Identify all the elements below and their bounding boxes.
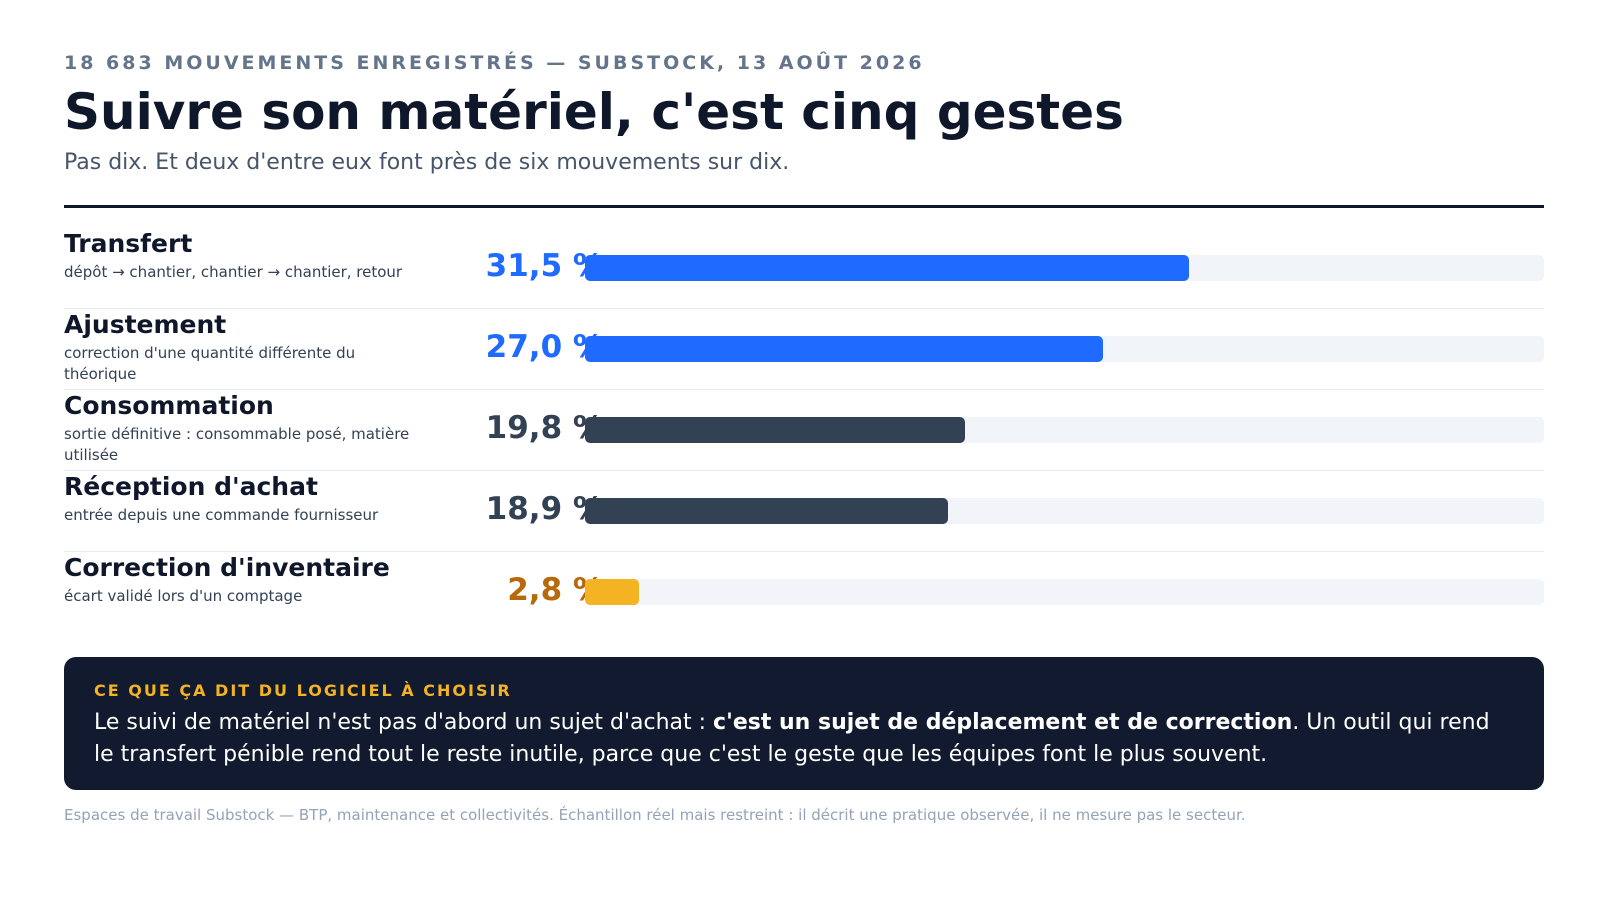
category-description: entrée depuis une commande fournisseur bbox=[64, 506, 379, 524]
bar-track bbox=[585, 336, 1544, 362]
bar bbox=[585, 579, 639, 605]
insight-text-after: . Un outil qui rend le transfert pénible… bbox=[94, 710, 1490, 767]
category-description: correction d'une quantité différente du … bbox=[64, 344, 356, 383]
chart-row: Correction d'inventaire écart validé lors… bbox=[64, 552, 1544, 632]
bar bbox=[585, 255, 1190, 281]
bar bbox=[585, 498, 948, 524]
bar-chart: Transfert dépôt → chantier, chantier → ch… bbox=[64, 228, 1544, 632]
page-subtitle: Pas dix. Et deux d'entre eux font près d… bbox=[64, 150, 790, 175]
category-label: Consommation bbox=[64, 391, 274, 420]
insight-text-bold: c'est un sujet de déplacement et de corr… bbox=[713, 710, 1293, 735]
value-label: 18,9 % bbox=[485, 491, 604, 527]
chart-row: Consommation sortie définitive : consomma… bbox=[64, 390, 1544, 471]
insight-text: Le suivi de matériel n'est pas d'abord u… bbox=[94, 707, 1514, 771]
category-label: Ajustement bbox=[64, 310, 227, 339]
page-title: Suivre son matériel, c'est cinq gestes bbox=[64, 83, 1124, 141]
header-divider bbox=[64, 205, 1544, 208]
bar-track bbox=[585, 417, 1544, 443]
value-label: 31,5 % bbox=[485, 248, 604, 284]
row-label-block: Consommation sortie définitive : consomma… bbox=[64, 390, 414, 466]
value-label: 19,8 % bbox=[485, 410, 604, 446]
row-label-block: Réception d'achat entrée depuis une comma… bbox=[64, 471, 414, 526]
chart-row: Réception d'achat entrée depuis une comma… bbox=[64, 471, 1544, 552]
insight-text-before: Le suivi de matériel n'est pas d'abord u… bbox=[94, 710, 714, 735]
source-note: Espaces de travail Substock — BTP, maint… bbox=[64, 806, 1246, 824]
category-description: écart validé lors d'un comptage bbox=[64, 587, 303, 605]
chart-row: Transfert dépôt → chantier, chantier → ch… bbox=[64, 228, 1544, 309]
category-description: sortie définitive : consommable posé, ma… bbox=[64, 425, 410, 464]
bar bbox=[585, 417, 965, 443]
bar-track bbox=[585, 498, 1544, 524]
row-label-block: Transfert dépôt → chantier, chantier → ch… bbox=[64, 228, 414, 283]
bar-track bbox=[585, 579, 1544, 605]
category-label: Transfert bbox=[64, 229, 193, 258]
category-description: dépôt → chantier, chantier → chantier, r… bbox=[64, 263, 403, 281]
row-label-block: Ajustement correction d'une quantité diff… bbox=[64, 309, 414, 385]
row-label-block: Correction d'inventaire écart validé lors… bbox=[64, 552, 414, 607]
bar-track bbox=[585, 255, 1544, 281]
category-label: Réception d'achat bbox=[64, 472, 318, 501]
value-label: 27,0 % bbox=[485, 329, 604, 365]
category-label: Correction d'inventaire bbox=[64, 553, 390, 582]
kicker: 18 683 MOUVEMENTS ENREGISTRÉS — SUBSTOCK… bbox=[64, 52, 925, 74]
bar bbox=[585, 336, 1103, 362]
insight-box: CE QUE ÇA DIT DU LOGICIEL À CHOISIR Le s… bbox=[64, 657, 1544, 790]
chart-row: Ajustement correction d'une quantité diff… bbox=[64, 309, 1544, 390]
insight-kicker: CE QUE ÇA DIT DU LOGICIEL À CHOISIR bbox=[94, 681, 512, 700]
